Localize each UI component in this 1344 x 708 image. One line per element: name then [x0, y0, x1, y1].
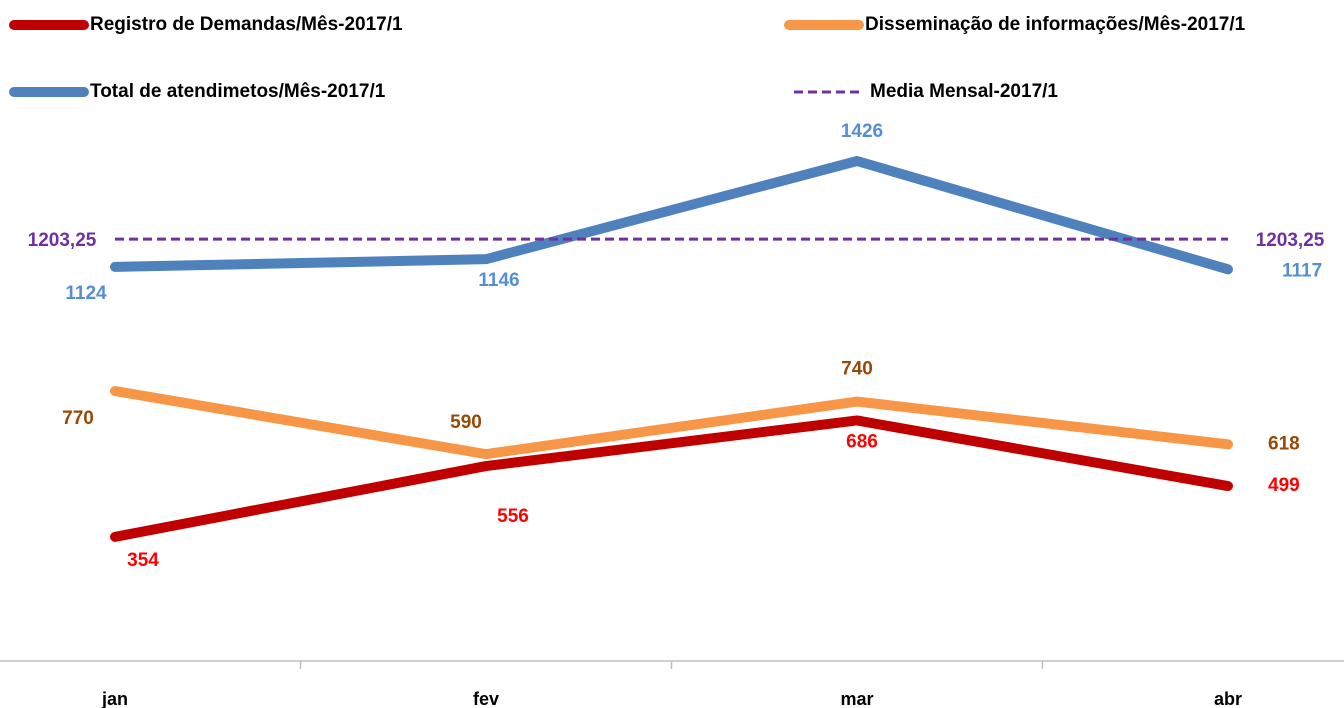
data-label: 1124 [65, 283, 107, 304]
data-label: 1117 [1282, 260, 1322, 281]
series-line [110, 156, 1233, 275]
series-line [110, 415, 1233, 542]
data-label: 499 [1268, 475, 1300, 496]
x-tick-label: mar [840, 689, 873, 708]
data-label: 686 [846, 431, 878, 452]
data-label: 1203,25 [1256, 230, 1325, 251]
legend-label: Registro de Demandas/Mês-2017/1 [90, 14, 403, 35]
legend-label: Disseminação de informações/Mês-2017/1 [865, 14, 1246, 35]
data-label: 740 [841, 359, 873, 380]
data-label: 618 [1268, 433, 1300, 454]
legend-label: Media Mensal-2017/1 [870, 81, 1058, 102]
data-label: 590 [450, 412, 482, 433]
legend-label: Total de atendimetos/Mês-2017/1 [90, 81, 386, 102]
data-label: 1146 [478, 270, 519, 291]
data-label: 770 [62, 408, 94, 429]
data-label: 556 [497, 506, 529, 527]
x-tick-label: abr [1214, 689, 1242, 708]
data-label: 1426 [841, 121, 883, 142]
series-line [110, 386, 1233, 460]
x-tick-label: fev [473, 689, 499, 708]
data-label: 1203,25 [28, 230, 97, 251]
data-label: 354 [127, 550, 159, 571]
x-tick-label: jan [101, 689, 128, 708]
